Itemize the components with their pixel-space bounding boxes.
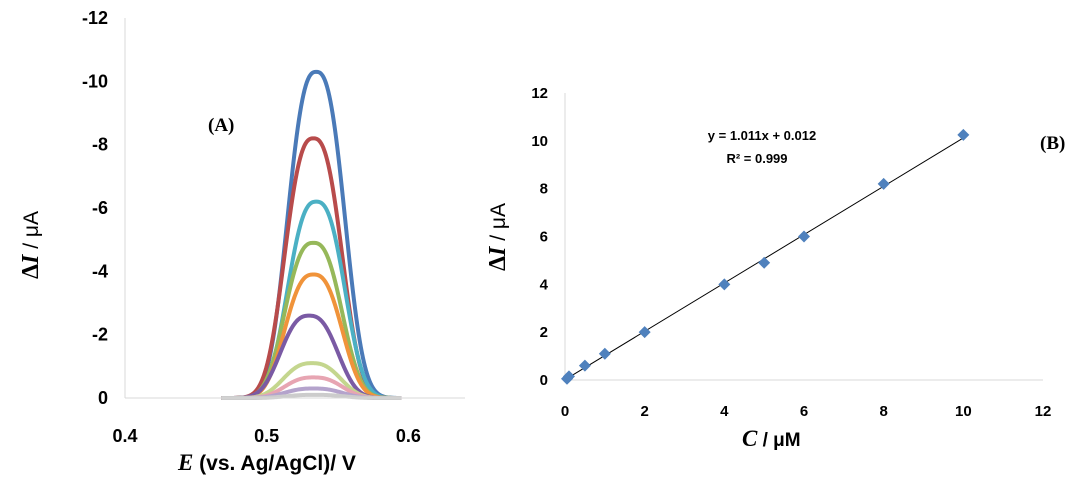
y-axis-title-b: ΔI / μA (485, 203, 511, 271)
data-point (877, 177, 890, 190)
data-point (638, 326, 651, 339)
x-tick-labels-b: 0 2 4 6 8 10 12 (561, 403, 1052, 420)
x-tick-label-a: 0.4 (112, 426, 137, 446)
y-axis-title-a: ΔI / μA (18, 211, 44, 279)
data-point (718, 278, 731, 291)
trendline-equation: y = 1.011x + 0.012 (708, 128, 816, 143)
r-squared-label: R² = 0.999 (726, 151, 787, 166)
data-point (578, 359, 591, 372)
x-tick-label-b: 10 (955, 403, 972, 420)
y-tick-label-b: 0 (540, 372, 548, 389)
dpv-curves (220, 69, 403, 400)
x-tick-label-b: 0 (561, 403, 569, 420)
data-point (758, 256, 771, 269)
y-tick-label-a: 0 (98, 388, 108, 408)
panel-b: 0 2 4 6 8 10 12 0 2 4 6 8 10 12 y = 1.011x + 0.012 R… (485, 85, 1065, 451)
dpv-curve (220, 272, 403, 400)
y-tick-label-a: -12 (82, 8, 108, 28)
dpv-curve (220, 313, 403, 400)
dpv-curve (220, 240, 403, 400)
y-tick-label-a: -2 (92, 325, 108, 345)
data-point (598, 347, 611, 360)
panel-label-a: (A) (208, 115, 234, 136)
y-tick-labels-a: 0 -2 -4 -6 -8 -10 -12 (82, 8, 108, 408)
y-tick-label-a: -6 (92, 198, 108, 218)
y-tick-label-b: 6 (540, 229, 548, 246)
y-tick-label-a: -10 (82, 71, 108, 91)
x-tick-labels-a: 0.4 0.5 0.6 (112, 426, 420, 446)
x-axis-title-b: C / μM (742, 426, 801, 451)
x-tick-label-b: 6 (800, 403, 808, 420)
x-tick-label-a: 0.5 (254, 426, 279, 446)
y-tick-label-b: 12 (531, 85, 548, 102)
x-tick-label-b: 12 (1035, 403, 1052, 420)
panel-label-b: (B) (1040, 133, 1065, 154)
panel-a: 0 -2 -4 -6 -8 -10 -12 0.4 0.5 0.6 (A) ΔI / μA E … (18, 8, 465, 475)
dpv-curve (220, 136, 403, 400)
y-tick-label-b: 4 (540, 276, 549, 293)
x-tick-label-a: 0.6 (396, 426, 421, 446)
y-tick-label-b: 2 (540, 324, 548, 341)
y-tick-labels-b: 0 2 4 6 8 10 12 (531, 85, 548, 389)
dpv-curve (220, 69, 403, 400)
y-tick-label-a: -4 (92, 261, 108, 281)
y-tick-label-b: 10 (531, 133, 548, 150)
x-tick-label-b: 2 (640, 403, 648, 420)
x-tick-label-b: 8 (879, 403, 887, 420)
data-point (562, 370, 575, 383)
x-tick-label-b: 4 (720, 403, 729, 420)
data-point (957, 128, 970, 141)
data-points (560, 128, 970, 385)
data-point (798, 230, 810, 243)
y-tick-label-b: 8 (540, 181, 548, 198)
dpv-curve (220, 199, 403, 400)
y-tick-label-a: -8 (92, 135, 108, 155)
x-axis-title-a: E (vs. Ag/AgCl)/ V (177, 450, 356, 475)
